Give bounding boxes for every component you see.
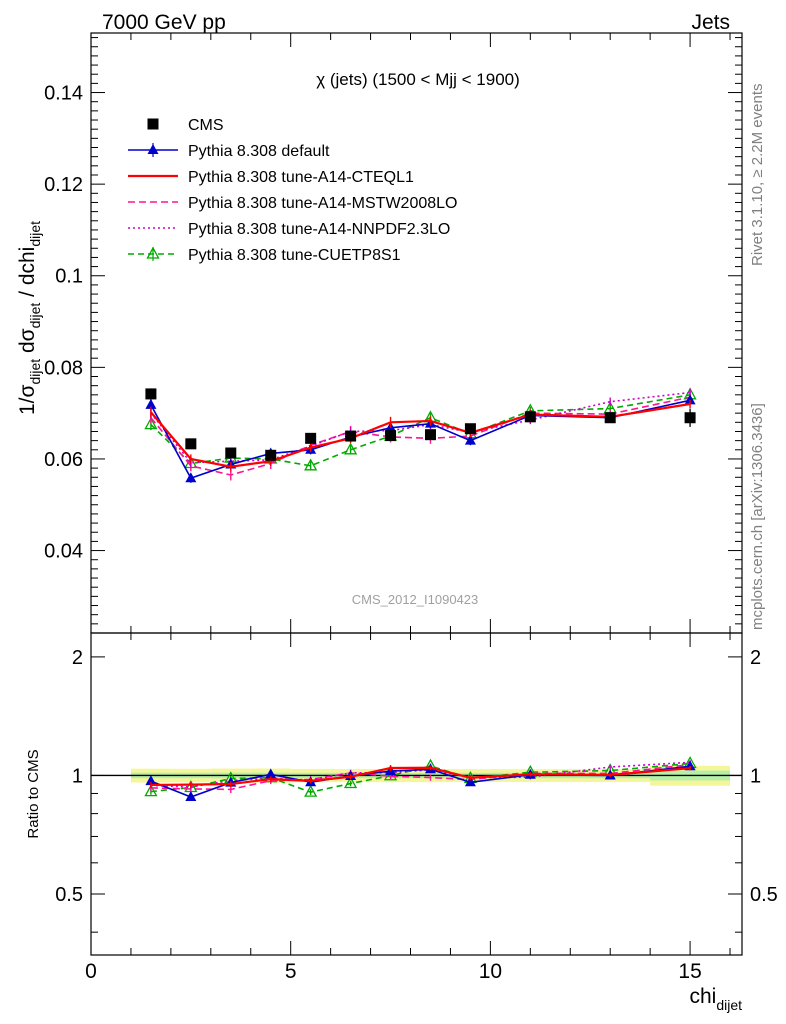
ratio-y-tick-label-right: 0.5	[750, 884, 778, 906]
main-y-tick-label: 0.08	[44, 357, 83, 379]
x-tick-label: 5	[285, 960, 297, 983]
data-point	[424, 429, 436, 441]
legend-label: CMS	[188, 117, 224, 134]
data-point	[385, 430, 397, 442]
ratio-series-point	[344, 776, 358, 789]
ratio-frame	[90, 632, 743, 956]
ratio-x-ticks: 0 5 10 15	[85, 633, 731, 983]
main-series-line	[150, 402, 691, 468]
legend-marker	[147, 144, 159, 154]
ratio-series-point	[265, 768, 277, 779]
legend-label: Pythia 8.308 tune-A14-NNPDF2.3LO	[188, 221, 450, 238]
main-series-point	[684, 394, 696, 405]
ratio-y-tick-label: 0.5	[55, 884, 83, 906]
legend-marker-cms	[147, 118, 159, 130]
x-tick-label: 15	[678, 960, 701, 983]
ratio-series-point	[185, 791, 197, 802]
legend-label: Pythia 8.308 tune-CUETP8S1	[188, 247, 401, 264]
ratio-series-point	[144, 784, 158, 797]
data-point	[305, 432, 317, 444]
ratio-series-point	[464, 776, 476, 787]
legend: CMS Pythia 8.308 default Pythia 8.308 tune…	[128, 117, 457, 264]
header-left: 7000 GeV pp	[102, 11, 226, 34]
main-plot: 0.04 0.06 0.08 0.1 0.12 0.14 χ (jets) (1500 <…	[44, 32, 743, 634]
ratio-plot: 0 5 10 15 0.5 0.5 1 1 2 2	[55, 632, 778, 983]
legend-label: Pythia 8.308 tune-A14-CTEQL1	[188, 169, 414, 186]
main-y-tick-label: 0.1	[55, 266, 83, 288]
legend-label: Pythia 8.308 default	[188, 143, 330, 160]
svg-text:1/σdijet dσdijet / dchidijet: 1/σdijet dσdijet / dchidijet	[16, 221, 43, 415]
data-point	[464, 423, 476, 435]
ratio-series-line	[150, 762, 691, 793]
svg-text:chidijet: chidijet	[689, 985, 742, 1013]
x-axis-label: chidijet	[689, 985, 742, 1013]
main-y-tick-label: 0.04	[44, 541, 83, 563]
legend-marker	[146, 246, 160, 259]
main-y-ticks: 0.04 0.06 0.08 0.1 0.12 0.14	[44, 37, 742, 625]
plot-title: χ (jets) (1500 < Mjj < 1900)	[316, 70, 520, 89]
x-tick-label: 10	[479, 960, 502, 983]
ratio-y-tick-label: 1	[72, 765, 83, 787]
main-y-axis-label: 1/σdijet dσdijet / dchidijet	[16, 221, 43, 415]
main-series-point	[464, 434, 476, 445]
ratio-y-ticks: 0.5 0.5 1 1 2 2	[55, 647, 778, 933]
ratio-series-point	[145, 775, 157, 786]
main-series-point	[344, 442, 358, 455]
watermark: CMS_2012_I1090423	[352, 592, 479, 607]
main-y-tick-label: 0.12	[44, 174, 83, 196]
main-series-point	[185, 472, 197, 483]
ratio-series-pythia-8-308-tune-a14-cteql1	[150, 765, 691, 788]
legend-label: Pythia 8.308 tune-A14-MSTW2008LO	[188, 195, 457, 212]
ratio-series-point	[304, 784, 318, 797]
main-series-line	[150, 391, 691, 464]
rivet-label: Rivet 3.1.10, ≥ 2.2M events	[749, 84, 766, 267]
ratio-series-line	[150, 763, 691, 791]
data-point	[185, 438, 197, 450]
ratio-y-tick-label-right: 1	[750, 765, 761, 787]
main-y-tick-label: 0.14	[44, 83, 83, 105]
main-series-point	[144, 417, 158, 430]
ratio-series-line	[150, 766, 691, 787]
mcplots-label: mcplots.cern.ch [arXiv:1306.3436]	[749, 403, 766, 630]
x-tick-label: 0	[85, 960, 97, 983]
ratio-y-tick-label: 2	[72, 647, 83, 669]
data-point	[265, 449, 277, 461]
data-point	[225, 447, 237, 459]
data-point	[345, 430, 357, 442]
data-point	[684, 412, 696, 424]
main-series-point	[304, 458, 318, 471]
main-series-point	[145, 398, 157, 409]
data-point	[524, 411, 536, 423]
main-series-line	[150, 394, 691, 467]
data-point	[604, 412, 616, 424]
main-y-tick-label: 0.06	[44, 449, 83, 471]
header-right: Jets	[691, 11, 730, 34]
ratio-y-tick-label-right: 2	[750, 647, 761, 669]
main-x-ticks	[90, 33, 731, 633]
ratio-y-axis-label: Ratio to CMS	[25, 749, 42, 838]
data-point	[145, 388, 157, 400]
